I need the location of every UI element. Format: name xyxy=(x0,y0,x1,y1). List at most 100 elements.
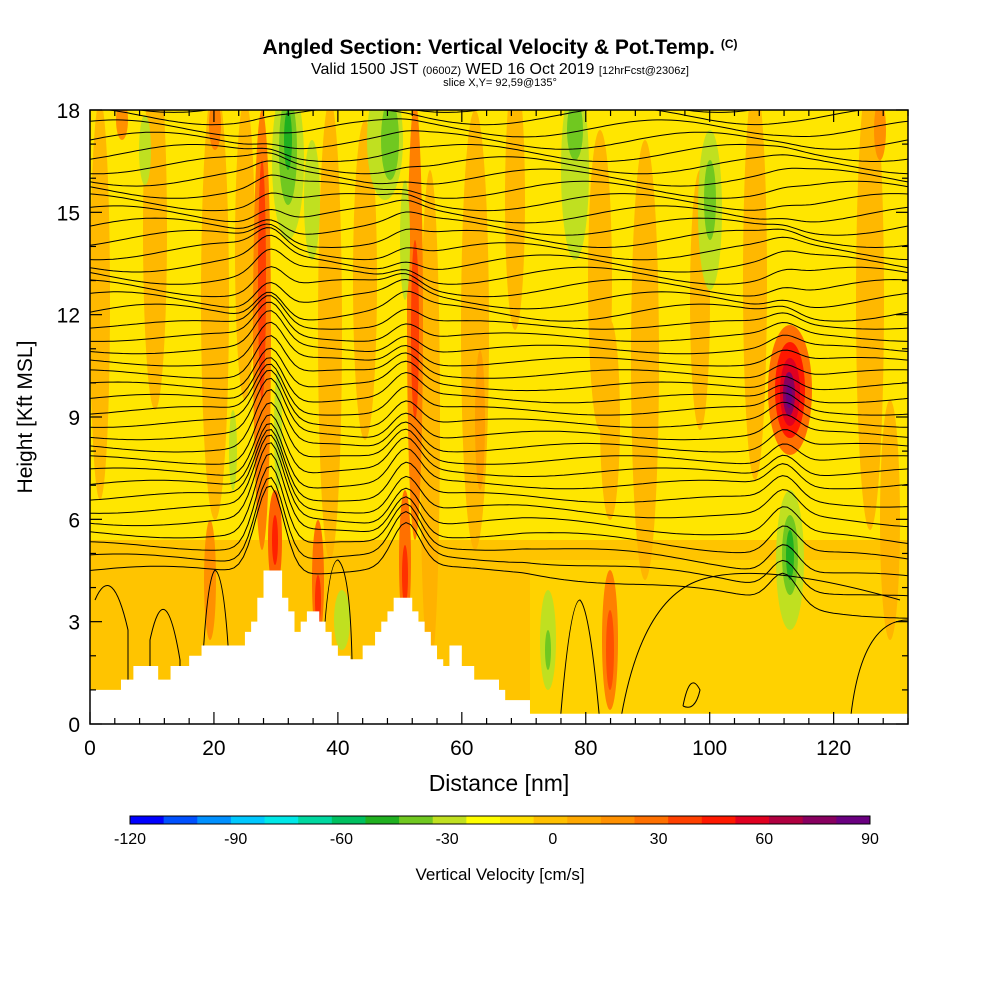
isentrope-line xyxy=(90,357,908,404)
x-tick-label: 100 xyxy=(692,737,727,760)
chart-title: Angled Section: Vertical Velocity & Pot.… xyxy=(262,36,738,59)
isentrope-line xyxy=(90,223,908,249)
x-tick-label: 20 xyxy=(202,737,225,760)
isentrope-line xyxy=(90,310,908,355)
isentrope-line xyxy=(90,347,908,392)
isentrope-line xyxy=(90,442,908,544)
colorbar-swatch xyxy=(331,816,366,824)
colorbar-swatch xyxy=(634,816,669,824)
isentrope-line xyxy=(90,295,908,330)
y-tick-label: 12 xyxy=(57,305,80,328)
title-tag: (C) xyxy=(720,37,738,51)
isentrope-line xyxy=(90,118,908,138)
colorbar-swatch xyxy=(163,816,198,824)
isentrope-line xyxy=(90,414,908,477)
colorbar-tick-label: -120 xyxy=(114,831,146,848)
colorbar-swatch xyxy=(769,816,804,824)
x-axis-label: Distance [nm] xyxy=(429,770,570,796)
isentrope-line xyxy=(90,199,908,224)
colorbar-label: Vertical Velocity [cm/s] xyxy=(415,865,584,884)
isentrope-line xyxy=(682,682,701,708)
colorbar-swatch xyxy=(466,816,501,824)
isentrope-line xyxy=(90,143,908,162)
colorbar-tick-label: 60 xyxy=(755,831,773,848)
colorbar-tick-label: -90 xyxy=(224,831,247,848)
terrain-profile xyxy=(90,570,908,724)
isentrope-line xyxy=(90,434,908,528)
chart-slice-info: slice X,Y= 92,59@135° xyxy=(443,77,557,89)
x-tick-label: 0 xyxy=(84,737,96,760)
isentrope-line xyxy=(90,130,908,150)
low-level-band-east xyxy=(530,560,908,724)
x-tick-label: 60 xyxy=(450,737,473,760)
isentrope-line xyxy=(90,234,908,273)
isentrope-line xyxy=(90,227,908,261)
isentrope-line xyxy=(90,485,908,619)
y-tick-label: 18 xyxy=(57,100,80,123)
isentrope-line xyxy=(90,321,908,367)
isentrope-line xyxy=(90,301,908,342)
colorbar-swatch xyxy=(500,816,535,824)
colorbar-swatch xyxy=(836,816,871,824)
colorbar-swatch xyxy=(600,816,636,824)
isentrope-line xyxy=(94,585,129,724)
colorbar-tick-label: 0 xyxy=(548,831,557,848)
isentrope-lines xyxy=(90,83,908,724)
isentrope-line xyxy=(90,192,908,212)
isentrope-line xyxy=(105,110,865,126)
velocity-field xyxy=(90,83,908,724)
colorbar-swatch xyxy=(432,816,467,824)
colorbar-swatch xyxy=(668,816,703,824)
downdraft-columns xyxy=(139,110,804,690)
isentrope-line xyxy=(90,152,908,175)
colorbar-swatch xyxy=(130,816,165,824)
isentrope-line xyxy=(90,335,908,379)
isentrope-line xyxy=(619,572,901,724)
colorbar-tick-label: -60 xyxy=(330,831,353,848)
y-tick-label: 3 xyxy=(68,612,80,635)
colorbar-swatch xyxy=(264,816,299,824)
colorbar-swatch xyxy=(365,816,400,824)
colorbar-swatch xyxy=(802,816,837,824)
isentrope-line xyxy=(90,476,908,597)
isentrope-line xyxy=(90,429,908,508)
x-tick-label: 120 xyxy=(816,737,851,760)
isentrope-line xyxy=(90,402,908,465)
y-axis-label: Height [Kft MSL] xyxy=(14,341,37,494)
isentrope-line xyxy=(90,389,908,453)
colorbar-swatch xyxy=(298,816,333,824)
isentrope-line xyxy=(149,608,181,724)
colorbar-swatch xyxy=(735,816,770,824)
colorbar-swatch xyxy=(701,816,736,824)
y-tick-label: 9 xyxy=(68,407,80,430)
isentrope-line xyxy=(90,211,908,236)
updraft-core xyxy=(768,325,812,455)
colorbar-frame xyxy=(129,815,871,825)
isentrope-line xyxy=(90,278,908,310)
colorbar-swatch xyxy=(399,816,434,824)
chart-subtitle: Valid 1500 JST (0600Z) WED 16 Oct 2019 [… xyxy=(311,61,689,78)
isentrope-line xyxy=(90,160,908,187)
isentrope-line xyxy=(90,465,908,577)
isentrope-line xyxy=(90,290,908,322)
isentrope-line xyxy=(559,599,601,724)
isentrope-line xyxy=(90,369,908,428)
x-tick-label: 40 xyxy=(326,737,349,760)
isentrope-line xyxy=(90,452,908,560)
isentrope-line xyxy=(90,423,908,490)
y-tick-label: 0 xyxy=(68,714,80,737)
isentrope-line xyxy=(90,83,908,100)
y-tick-label: 15 xyxy=(57,202,80,225)
colorbar-tick-label: 30 xyxy=(650,831,668,848)
colorbar-swatch xyxy=(567,816,602,824)
y-tick-label: 6 xyxy=(68,509,80,532)
colorbar-tick-labels: -120 -90 -60 -30 0 30 60 90 xyxy=(114,831,879,848)
colorbar-tick-label: 90 xyxy=(861,831,879,848)
colorbar xyxy=(129,815,871,825)
isentrope-line xyxy=(90,174,908,199)
isentrope-line xyxy=(90,248,908,285)
isentrope-line xyxy=(90,377,908,441)
colorbar-swatch xyxy=(197,816,232,824)
isentrope-line xyxy=(90,266,908,298)
colorbar-swatch xyxy=(533,816,568,824)
